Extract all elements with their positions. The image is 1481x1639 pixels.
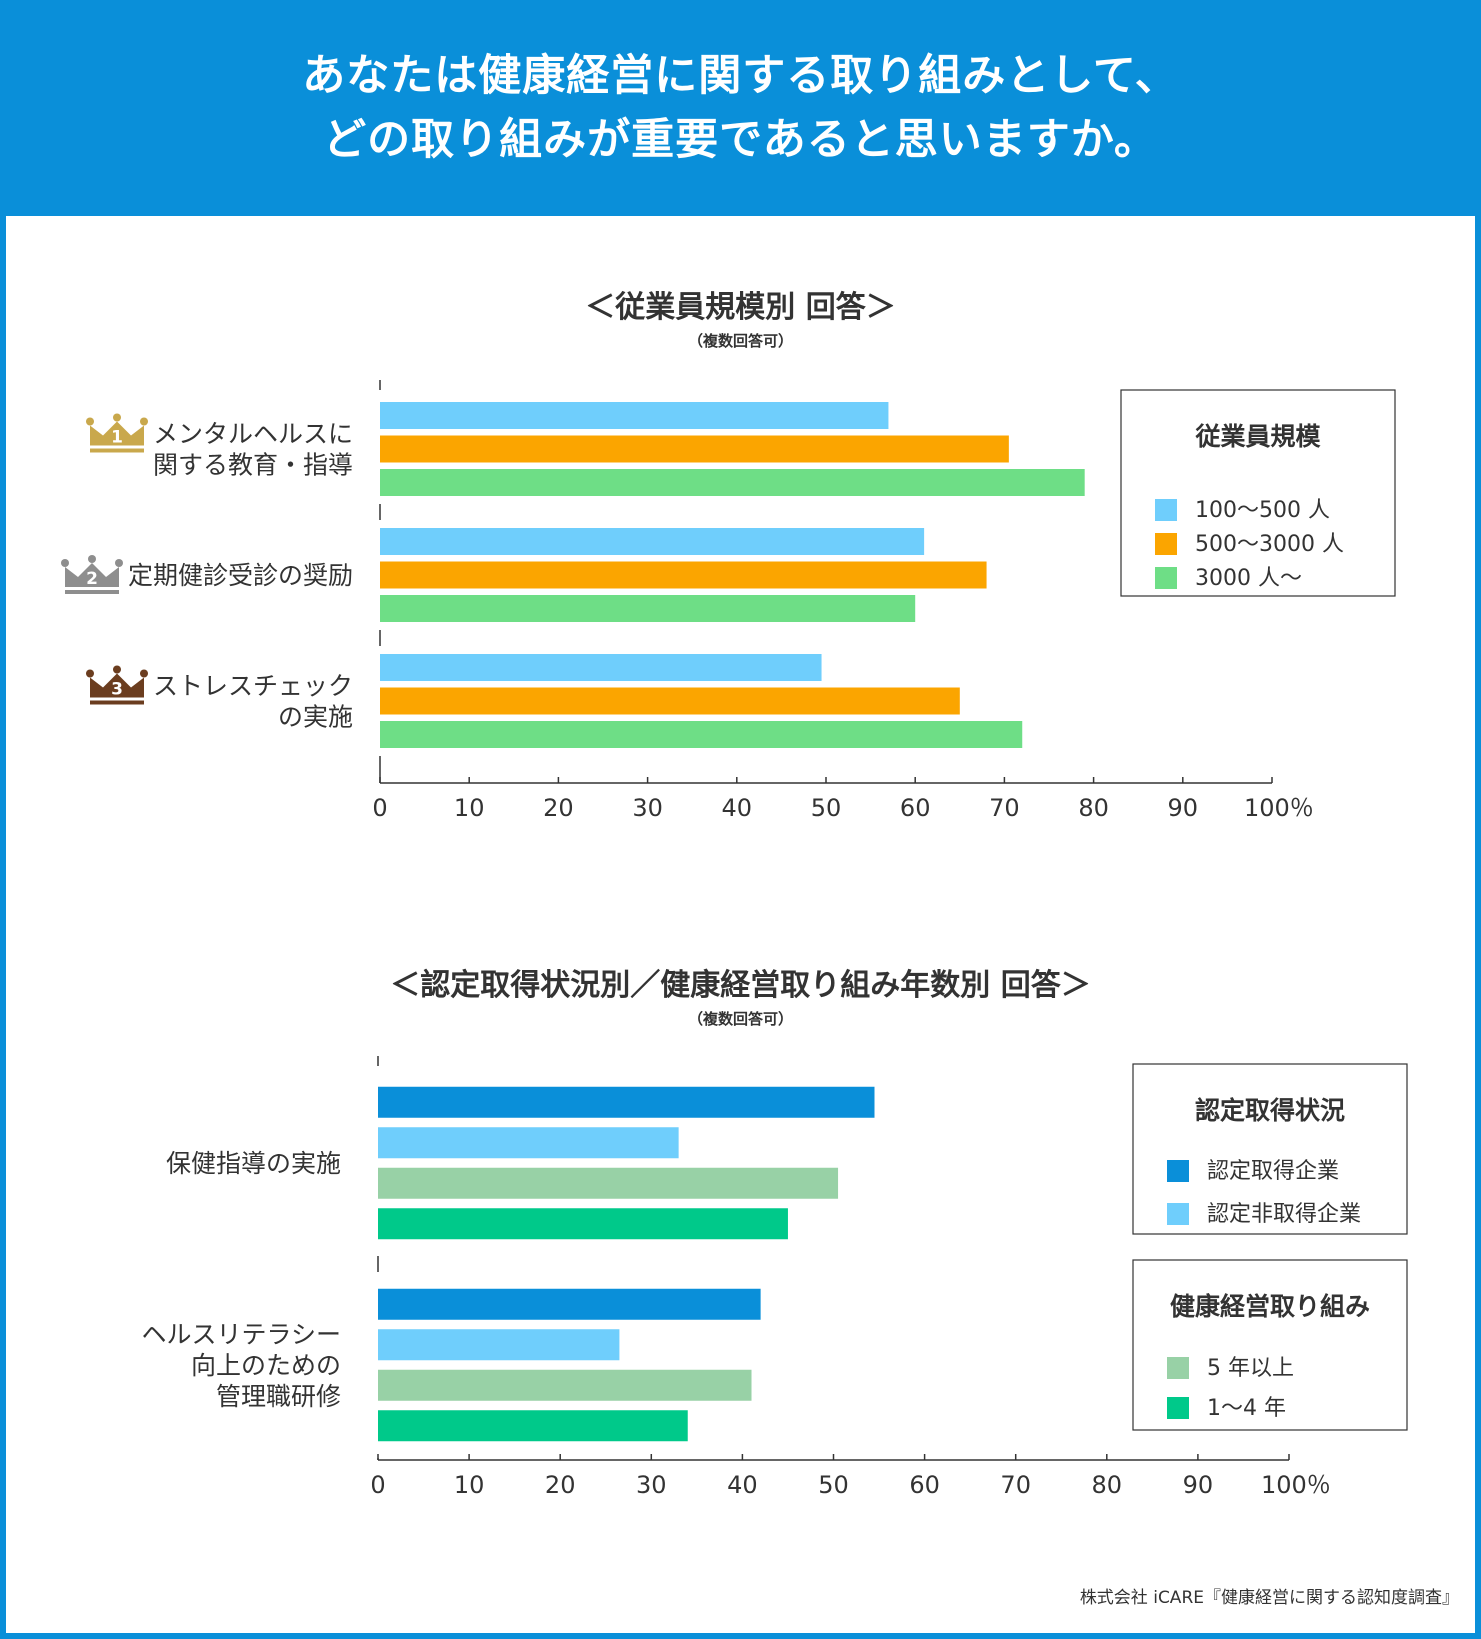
bar-0-0-0 — [380, 402, 889, 429]
crown-base — [65, 590, 119, 594]
bar-1-0-2 — [378, 1167, 839, 1199]
crown-jewel — [88, 555, 96, 563]
bar-0-1-2 — [380, 595, 916, 622]
crown-jewel — [140, 669, 148, 678]
bar-1-0-1 — [378, 1127, 679, 1159]
crown-rank-number: 2 — [86, 569, 98, 589]
category-label: ヘルスリテラシー — [141, 1320, 341, 1349]
crown-base — [90, 700, 144, 705]
crown-jewel — [61, 559, 69, 567]
x-tick-label: 10 — [454, 1471, 485, 1499]
x-tick-label: 70 — [989, 794, 1020, 822]
bar-0-2-1 — [380, 687, 960, 715]
legend-swatch — [1167, 1203, 1189, 1225]
legend-swatch — [1155, 533, 1177, 555]
crown-jewel — [115, 559, 123, 567]
x-tick-label: 0 — [370, 1471, 385, 1499]
x-tick-label: 80 — [1078, 794, 1109, 822]
x-tick-label: 90 — [1168, 794, 1199, 822]
x-tick-label: 10 — [454, 794, 485, 822]
crown-jewel — [86, 417, 94, 426]
legend-label: 認定非取得企業 — [1207, 1202, 1361, 1227]
category-label: 定期健診受診の奨励 — [128, 561, 353, 590]
category-label: 向上のための — [191, 1351, 341, 1380]
x-tick-label: 60 — [909, 1471, 940, 1499]
x-tick-label: 100％ — [1261, 1471, 1331, 1499]
x-tick-label: 50 — [811, 794, 842, 822]
category-label: 保健指導の実施 — [166, 1149, 341, 1178]
chart1-subtitle: （複数回答可） — [687, 332, 793, 350]
category-label: ストレスチェック — [153, 672, 353, 701]
rank-crown-icon-1: 2 — [61, 555, 123, 594]
x-tick-label: 80 — [1092, 1471, 1123, 1499]
x-tick-label: 70 — [1000, 1471, 1031, 1499]
bar-0-2-0 — [380, 654, 822, 681]
legend-label: 認定取得企業 — [1207, 1159, 1339, 1184]
legend-swatch — [1167, 1357, 1189, 1379]
bar-1-1-2 — [378, 1369, 752, 1401]
legend-label: 3000 人〜 — [1195, 566, 1302, 591]
header-banner: あなたは健康経営に関する取り組みとして、 どの取り組みが重要であると思いますか。 — [0, 0, 1481, 216]
bar-1-1-1 — [378, 1329, 620, 1361]
x-tick-label: 50 — [818, 1471, 849, 1499]
bar-0-1-0 — [380, 528, 925, 555]
crown-rank-number: 1 — [111, 428, 123, 448]
bar-1-1-0 — [378, 1288, 761, 1320]
bar-1-0-3 — [378, 1208, 788, 1240]
x-tick-label: 0 — [372, 794, 387, 822]
crown-body — [90, 673, 144, 698]
legend-title: 従業員規模 — [1194, 422, 1321, 451]
header-title-line2: どの取り組みが重要であると思いますか。 — [323, 115, 1158, 165]
bar-1-1-3 — [378, 1410, 688, 1442]
legend-swatch — [1167, 1397, 1189, 1419]
bar-0-0-2 — [380, 469, 1085, 496]
crown-body — [90, 421, 144, 446]
legend-label: 100〜500 人 — [1195, 498, 1330, 523]
legend-swatch — [1155, 499, 1177, 521]
crown-rank-number: 3 — [111, 680, 123, 700]
category-label: 管理職研修 — [216, 1382, 341, 1411]
category-label: の実施 — [278, 703, 353, 732]
category-label: 関する教育・指導 — [153, 451, 353, 480]
x-tick-label: 40 — [722, 794, 753, 822]
bar-0-0-1 — [380, 435, 1009, 463]
legend-swatch — [1155, 567, 1177, 589]
crown-jewel — [86, 669, 94, 678]
legend-box — [1120, 389, 1396, 597]
chart1-title: ＜従業員規模別 回答＞ — [585, 290, 896, 325]
category-label: メンタルヘルスに — [153, 420, 353, 449]
x-tick-label: 30 — [632, 794, 663, 822]
crown-jewel — [113, 413, 121, 422]
source-credit: 株式会社 iCARE『健康経営に関する認知度調査』 — [1079, 1588, 1459, 1608]
header-title-line1: あなたは健康経営に関する取り組みとして、 — [302, 51, 1179, 101]
crown-body — [65, 563, 119, 587]
chart2-title: ＜認定取得状況別／健康経営取り組み年数別 回答＞ — [390, 968, 1091, 1003]
x-tick-label: 40 — [727, 1471, 758, 1499]
rank-crown-icon-0: 1 — [86, 413, 148, 453]
x-tick-label: 60 — [900, 794, 931, 822]
legend-label: 5 年以上 — [1207, 1356, 1294, 1381]
crown-jewel — [113, 665, 121, 674]
bar-0-2-2 — [380, 721, 1023, 748]
legend-label: 500〜3000 人 — [1195, 532, 1344, 557]
legend-label: 1〜4 年 — [1207, 1396, 1286, 1421]
x-tick-label: 20 — [543, 794, 574, 822]
rank-crown-icon-2: 3 — [86, 665, 148, 705]
crown-jewel — [140, 417, 148, 426]
x-tick-label: 100％ — [1244, 794, 1314, 822]
chart2-subtitle: （複数回答可） — [687, 1010, 793, 1028]
legend-title: 健康経営取り組み — [1170, 1292, 1370, 1321]
x-tick-label: 90 — [1183, 1471, 1214, 1499]
x-tick-label: 20 — [545, 1471, 576, 1499]
crown-base — [90, 448, 144, 453]
bar-0-1-1 — [380, 561, 987, 589]
x-tick-label: 30 — [636, 1471, 667, 1499]
legend-swatch — [1167, 1160, 1189, 1182]
bar-1-0-0 — [378, 1086, 875, 1118]
legend-title: 認定取得状況 — [1195, 1096, 1345, 1125]
chart1-employee-size: メンタルヘルスに関する教育・指導1定期健診受診の奨励2ストレスチェックの実施30… — [61, 380, 1396, 822]
